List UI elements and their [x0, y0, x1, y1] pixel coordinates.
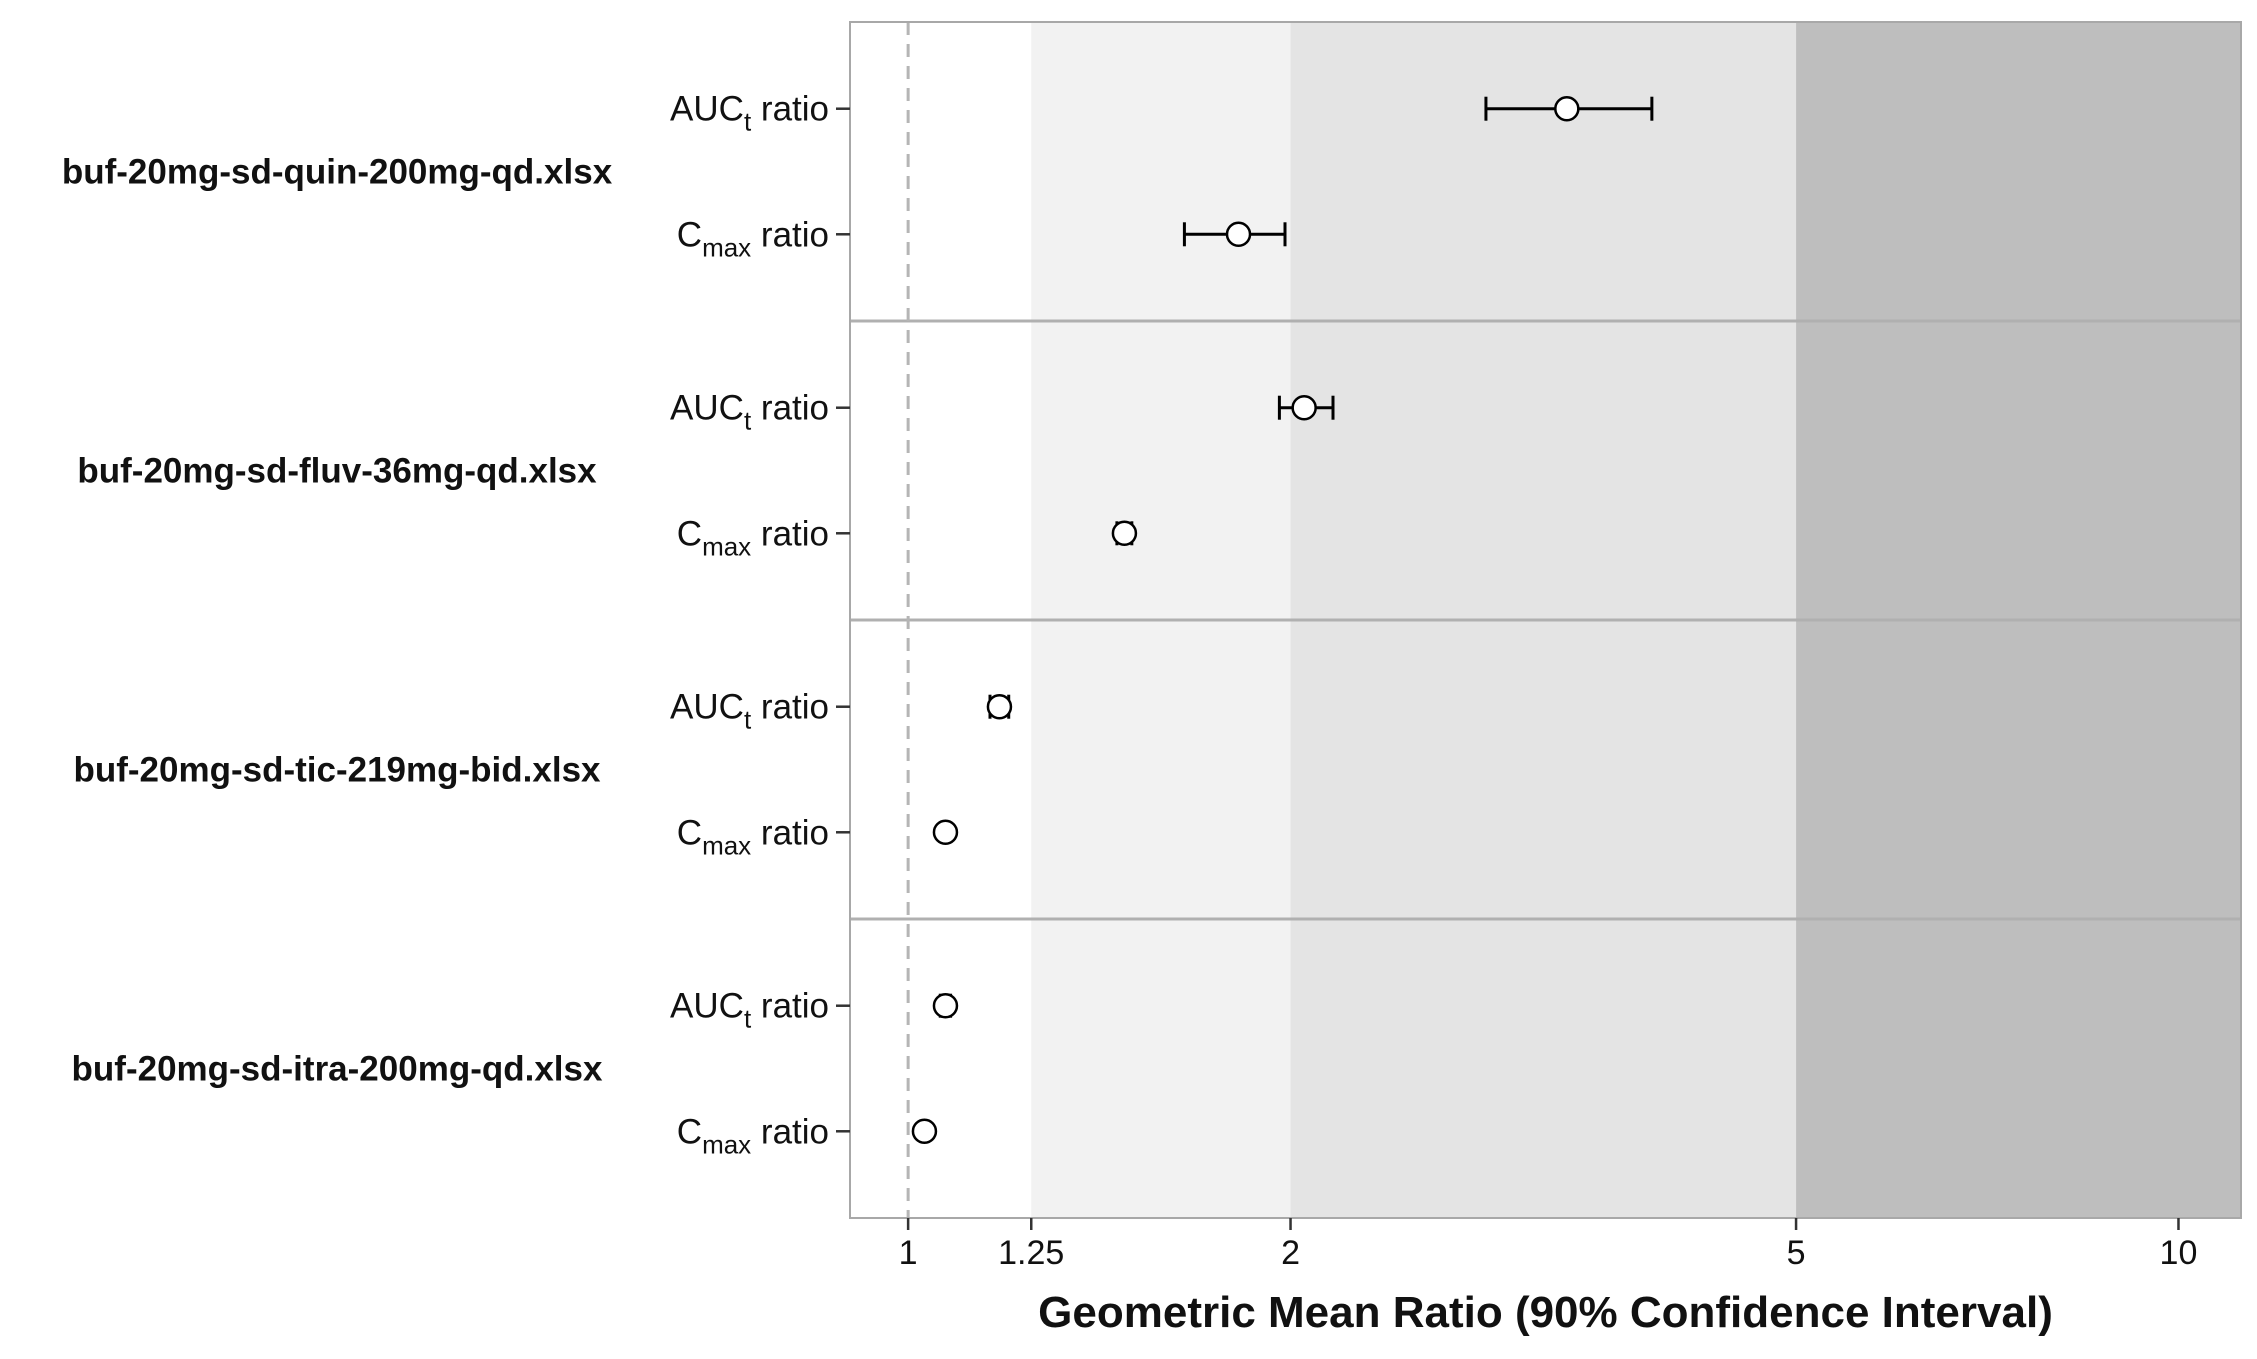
group-label: buf-20mg-sd-itra-200mg-qd.xlsx: [72, 1050, 603, 1089]
metric-suffix: ratio: [751, 1112, 829, 1151]
group-label: buf-20mg-sd-quin-200mg-qd.xlsx: [62, 153, 613, 192]
metric-label: AUCt ratio: [670, 987, 829, 1034]
metric-name: AUC: [670, 987, 744, 1026]
metric-suffix: ratio: [751, 514, 829, 553]
metric-subscript: t: [744, 705, 752, 735]
metric-suffix: ratio: [751, 987, 829, 1026]
metric-subscript: t: [744, 107, 752, 137]
metric-name: C: [677, 1112, 702, 1151]
metric-label: Cmax ratio: [677, 813, 829, 860]
metric-label: AUCt ratio: [670, 389, 829, 436]
x-tick-label: 1: [899, 1234, 918, 1272]
point-estimate: [1554, 95, 1580, 122]
metric-suffix: ratio: [751, 90, 829, 129]
point-estimate: [986, 693, 1013, 720]
metric-subscript: max: [702, 830, 751, 860]
group-label: buf-20mg-sd-tic-219mg-bid.xlsx: [73, 751, 601, 790]
metric-name: C: [677, 215, 702, 254]
metric-subscript: t: [744, 1004, 752, 1034]
metric-subscript: max: [702, 232, 751, 262]
x-tick-label: 1.25: [998, 1234, 1064, 1272]
metric-label: AUCt ratio: [670, 688, 829, 735]
x-tick-label: 10: [2160, 1234, 2198, 1272]
metric-name: AUC: [670, 90, 744, 129]
metric-suffix: ratio: [751, 215, 829, 254]
plot-border: [849, 21, 2242, 1219]
x-tick-label: 2: [1281, 1234, 1300, 1272]
point-estimate: [932, 992, 959, 1019]
metric-label: AUCt ratio: [670, 90, 829, 137]
x-tick-label: 5: [1787, 1234, 1806, 1272]
metric-name: C: [677, 813, 702, 852]
metric-name: C: [677, 514, 702, 553]
point-estimate: [911, 1118, 938, 1145]
metric-suffix: ratio: [751, 813, 829, 852]
metric-suffix: ratio: [751, 688, 829, 727]
metric-subscript: max: [702, 531, 751, 561]
metric-suffix: ratio: [751, 389, 829, 428]
metric-subscript: t: [744, 406, 752, 436]
metric-subscript: max: [702, 1129, 751, 1159]
metric-label: Cmax ratio: [677, 1112, 829, 1159]
point-estimate: [1225, 221, 1252, 248]
metric-label: Cmax ratio: [677, 514, 829, 561]
point-estimate: [1291, 394, 1317, 421]
metric-name: AUC: [670, 688, 744, 727]
point-estimate: [1111, 520, 1138, 547]
metric-name: AUC: [670, 389, 744, 428]
x-axis-title: Geometric Mean Ratio (90% Confidence Int…: [1038, 1288, 2053, 1337]
group-label: buf-20mg-sd-fluv-36mg-qd.xlsx: [77, 452, 597, 491]
point-estimate: [932, 819, 959, 846]
metric-label: Cmax ratio: [677, 215, 829, 262]
